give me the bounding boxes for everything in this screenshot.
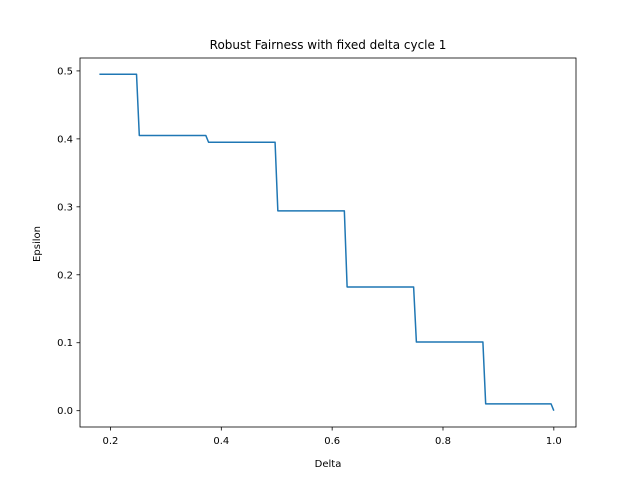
plot-area: 0.2 0.4 0.6 0.8 1.0 0.0 0.1 0.2 0.3 0.4 0.5 <box>57 57 577 447</box>
series-line-0 <box>99 73 555 411</box>
chart-title: Robust Fairness with fixed delta cycle 1 <box>210 38 447 52</box>
y-tick-label: 0.2 <box>57 270 73 281</box>
y-axis-label: Epsilon <box>32 226 43 262</box>
y-tick-label: 0.0 <box>57 406 73 417</box>
y-tick-label: 0.5 <box>57 66 73 77</box>
plot-frame <box>79 57 577 428</box>
x-axis-label: Delta <box>315 459 342 470</box>
y-tick-label: 0.1 <box>57 338 73 349</box>
x-tick-label: 0.2 <box>103 436 119 447</box>
x-tick-label: 0.4 <box>213 436 229 447</box>
y-tick-label: 0.3 <box>57 202 73 213</box>
y-tick-label: 0.4 <box>57 134 73 145</box>
x-tick-label: 0.8 <box>435 436 451 447</box>
x-tick-label: 1.0 <box>546 436 562 447</box>
x-tick-label: 0.6 <box>324 436 340 447</box>
